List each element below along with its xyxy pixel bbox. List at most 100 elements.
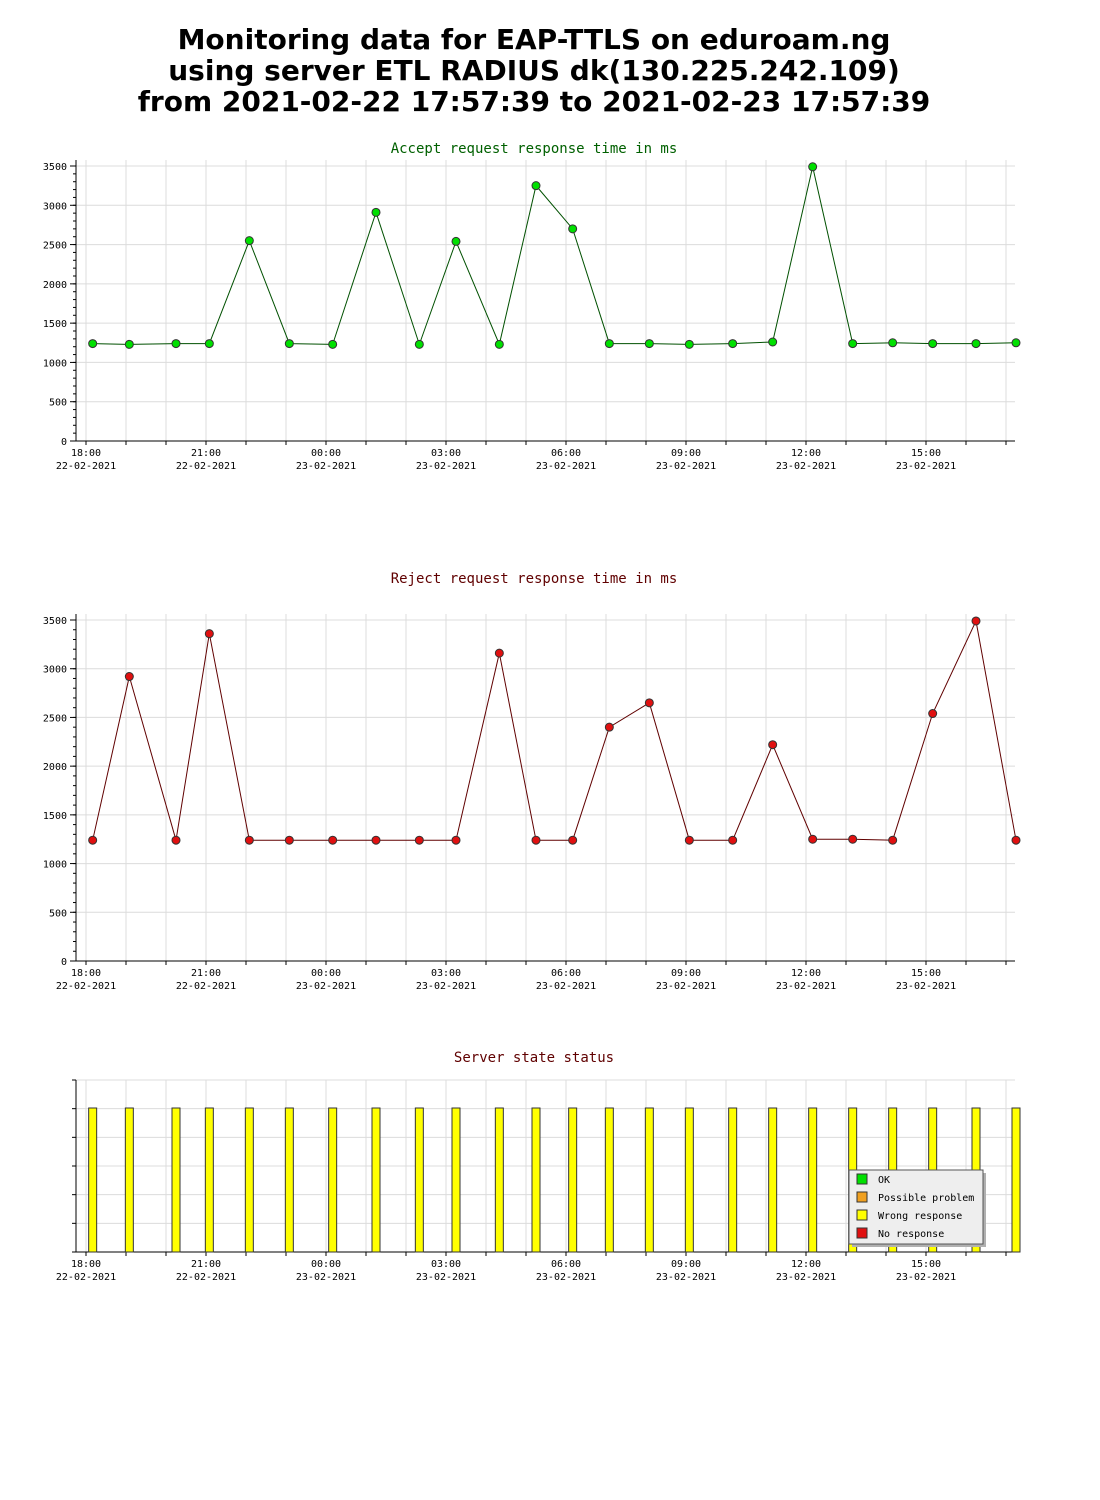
status-bar — [768, 1107, 778, 1253]
reject-data-point — [728, 835, 738, 845]
reject-data-point — [371, 835, 381, 845]
y-tick-label: 3500 — [43, 162, 67, 173]
x-tick-label-time: 18:00 — [71, 448, 101, 459]
accept-data-point — [848, 339, 858, 349]
x-tick-label-date: 23-02-2021 — [416, 981, 476, 992]
x-tick-label-time: 00:00 — [311, 1259, 341, 1270]
status-bar — [171, 1107, 181, 1253]
y-tick-label: 0 — [61, 957, 67, 968]
reject-data-point — [1011, 835, 1021, 845]
legend-box — [848, 1169, 984, 1245]
status-bar — [124, 1107, 134, 1253]
legend-swatch — [856, 1209, 868, 1221]
reject-data-point — [604, 722, 614, 732]
x-tick-label-date: 23-02-2021 — [416, 1272, 476, 1283]
reject-data-point — [848, 834, 858, 844]
accept-data-point — [328, 339, 338, 349]
x-tick-label-date: 22-02-2021 — [176, 461, 236, 472]
status-bar — [644, 1107, 654, 1253]
reject-data-point — [171, 835, 181, 845]
page-title-line-1: Monitoring data for EAP-TTLS on eduroam.… — [177, 23, 891, 56]
y-tick-label: 1000 — [43, 860, 67, 871]
x-tick-label-time: 12:00 — [791, 448, 821, 459]
x-tick-label-date: 23-02-2021 — [536, 1272, 596, 1283]
y-tick-label: 500 — [49, 908, 67, 919]
status-bar — [414, 1107, 424, 1253]
y-tick-label: 3000 — [43, 201, 67, 212]
x-tick-label-time: 15:00 — [911, 968, 941, 979]
reject-data-point — [204, 629, 214, 639]
x-tick-label-date: 23-02-2021 — [776, 981, 836, 992]
status-bar — [328, 1107, 338, 1253]
x-tick-label-date: 22-02-2021 — [56, 981, 116, 992]
accept-data-point — [644, 339, 654, 349]
reject-data-point — [88, 835, 98, 845]
reject-data-point — [244, 835, 254, 845]
accept-data-point — [808, 162, 818, 172]
accept-data-point — [124, 339, 134, 349]
x-tick-label-date: 22-02-2021 — [56, 1272, 116, 1283]
x-tick-label-time: 09:00 — [671, 448, 701, 459]
accept-data-point — [284, 339, 294, 349]
y-tick-label: 2500 — [43, 713, 67, 724]
accept-series-line — [92, 166, 1017, 346]
reject-data-point — [414, 835, 424, 845]
status-bar — [728, 1107, 738, 1253]
legend-swatch — [856, 1191, 868, 1203]
x-tick-label-date: 22-02-2021 — [176, 1272, 236, 1283]
x-tick-label-time: 21:00 — [191, 968, 221, 979]
status-bar — [531, 1107, 541, 1253]
y-tick-label: 0 — [61, 437, 67, 448]
x-tick-label-date: 23-02-2021 — [896, 1272, 956, 1283]
page-title-line-2: using server ETL RADIUS dk(130.225.242.1… — [168, 54, 900, 87]
reject-data-point — [494, 648, 504, 658]
accept-data-point — [494, 339, 504, 349]
y-tick-label: 2000 — [43, 762, 67, 773]
legend-swatch — [856, 1227, 868, 1239]
x-tick-label-time: 03:00 — [431, 448, 461, 459]
x-tick-label-time: 15:00 — [911, 1259, 941, 1270]
status-bar — [88, 1107, 98, 1253]
accept-data-point — [371, 207, 381, 217]
x-tick-label-time: 03:00 — [431, 1259, 461, 1270]
x-tick-label-time: 06:00 — [551, 968, 581, 979]
x-tick-label-date: 23-02-2021 — [896, 981, 956, 992]
accept-data-point — [971, 339, 981, 349]
reject-data-point — [644, 698, 654, 708]
y-tick-label: 3500 — [43, 616, 67, 627]
legend-label: Possible problem — [878, 1193, 974, 1204]
x-tick-label-date: 23-02-2021 — [296, 461, 356, 472]
reject-data-point — [451, 835, 461, 845]
accept-data-point — [568, 224, 578, 234]
x-tick-label-date: 23-02-2021 — [656, 1272, 716, 1283]
x-tick-label-time: 18:00 — [71, 968, 101, 979]
legend-swatch — [856, 1173, 868, 1185]
y-tick-label: 1000 — [43, 358, 67, 369]
x-tick-label-date: 23-02-2021 — [776, 461, 836, 472]
x-tick-label-time: 12:00 — [791, 1259, 821, 1270]
status-bar — [568, 1107, 578, 1253]
server-state-status-chart: 18:00 22-02-2021 21:00 22-02-2021 00:00 23-02… — [56, 1079, 1021, 1283]
status-bar — [808, 1107, 818, 1253]
y-tick-label: 500 — [49, 398, 67, 409]
status-bar — [204, 1107, 214, 1253]
y-tick-label: 2000 — [43, 280, 67, 291]
status-bar — [604, 1107, 614, 1253]
x-tick-label-time: 06:00 — [551, 448, 581, 459]
reject-data-point — [568, 835, 578, 845]
reject-data-point — [328, 835, 338, 845]
status-bar — [684, 1107, 694, 1253]
x-tick-label-date: 23-02-2021 — [896, 461, 956, 472]
status-bar — [284, 1107, 294, 1253]
accept-data-point — [244, 236, 254, 246]
accept-chart-title: Accept request response time in ms — [390, 141, 678, 157]
x-tick-label-time: 00:00 — [311, 968, 341, 979]
reject-data-point — [531, 835, 541, 845]
x-tick-label-date: 23-02-2021 — [656, 981, 716, 992]
reject-series-line — [92, 619, 1017, 841]
y-tick-label: 3000 — [43, 665, 67, 676]
x-tick-label-time: 12:00 — [791, 968, 821, 979]
legend-label: OK — [878, 1175, 890, 1186]
accept-data-point — [728, 339, 738, 349]
x-tick-label-time: 03:00 — [431, 968, 461, 979]
